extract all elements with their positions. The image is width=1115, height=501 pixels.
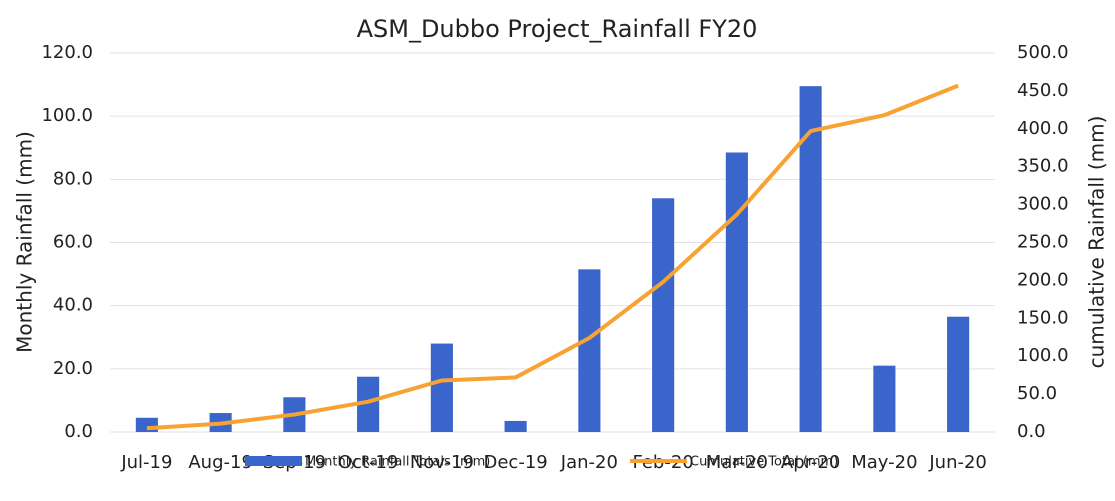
y2-tick-label: 200.0 (1017, 269, 1069, 290)
bar (430, 343, 453, 432)
y-tick-label: 40.0 (53, 295, 93, 316)
y2-tick-label: 400.0 (1017, 118, 1069, 139)
x-tick-label: Dec-19 (484, 452, 548, 473)
bar (135, 417, 158, 432)
bar (504, 420, 527, 432)
x-tick-label: Jan-20 (560, 452, 618, 473)
chart-title: ASM_Dubbo Project_Rainfall FY20 (357, 15, 758, 43)
y2-tick-label: 0.0 (1017, 421, 1046, 442)
y2-tick-label: 50.0 (1017, 383, 1057, 404)
bar (873, 365, 896, 432)
y-tick-label: 100.0 (41, 105, 93, 126)
y2-tick-label: 450.0 (1017, 80, 1069, 101)
legend-label: Monthly Rainfall Totals (mm) (305, 455, 490, 470)
y2-tick-label: 250.0 (1017, 232, 1069, 253)
y2-tick-label: 500.0 (1017, 42, 1069, 63)
bar (578, 269, 601, 432)
y2-tick-label: 350.0 (1017, 156, 1069, 177)
bar (357, 376, 380, 432)
legend-label: Cumulative Total (mm) (690, 455, 838, 470)
y2-tick-label: 300.0 (1017, 194, 1069, 215)
y-tick-label: 20.0 (53, 358, 93, 379)
x-tick-label: Jun-20 (928, 452, 987, 473)
y-axis-title: Monthly Rainfall (mm) (13, 131, 37, 353)
y2-tick-label: 150.0 (1017, 307, 1069, 328)
x-tick-label: Oct-19 (338, 452, 399, 473)
x-tick-label: Jul-19 (120, 452, 172, 473)
x-tick-label: Aug-19 (188, 452, 253, 473)
legend-swatch (245, 456, 302, 466)
line (146, 83, 959, 431)
y-tick-label: 60.0 (53, 232, 93, 253)
y2-axis-title: cumulative Rainfall (mm) (1085, 116, 1109, 369)
bar (947, 316, 970, 432)
y-tick-label: 120.0 (41, 42, 93, 63)
x-tick-label: Mar-20 (706, 452, 768, 473)
x-tick-label: Nov-19 (410, 452, 474, 473)
bar (725, 152, 748, 433)
y2-tick-label: 100.0 (1017, 345, 1069, 366)
bar (799, 86, 822, 432)
y-tick-label: 80.0 (53, 168, 93, 189)
y-tick-label: 0.0 (64, 421, 93, 442)
x-tick-label: May-20 (851, 452, 917, 473)
bar (652, 198, 675, 432)
x-tick-label: Apr-20 (781, 452, 840, 473)
